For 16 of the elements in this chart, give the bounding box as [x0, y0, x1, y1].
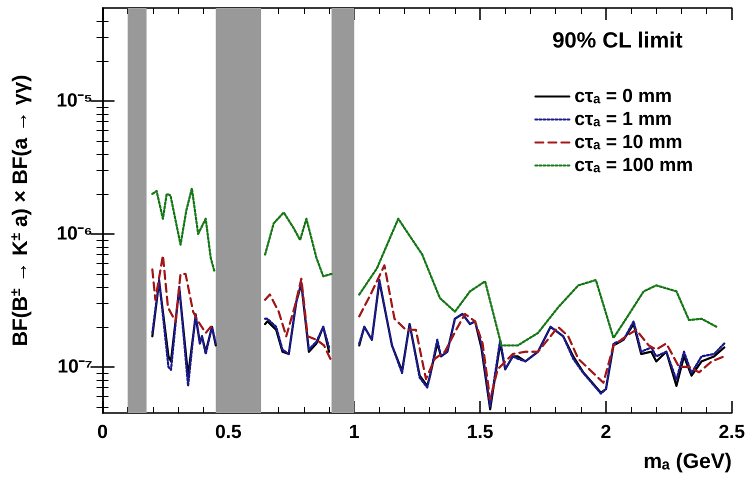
x-tick-label: 1: [348, 422, 360, 443]
x-tick-label: 0: [97, 422, 108, 443]
x-axis-title: mₐ (GeV): [643, 450, 732, 473]
legend-label: cτₐ = 10 mm: [574, 132, 682, 153]
legend-label: cτₐ = 0 mm: [574, 86, 672, 107]
legend-label: cτₐ = 100 mm: [574, 155, 693, 176]
y-axis-title: BF(B± → K± a) × BF(a → γγ): [7, 74, 32, 346]
y-tick-label: 10⁻⁶: [56, 223, 92, 244]
legend-label: cτₐ = 1 mm: [574, 109, 672, 130]
x-tick-label: 1.5: [466, 422, 494, 443]
annotation: 90% CL limit: [552, 28, 684, 52]
y-tick-label: 10⁻⁵: [56, 90, 92, 112]
x-tick-label: 0.5: [215, 422, 242, 443]
x-tick-label: 2: [600, 422, 612, 443]
x-tick-label: 2.5: [718, 422, 746, 443]
y-tick-label: 10⁻⁷: [58, 356, 93, 378]
